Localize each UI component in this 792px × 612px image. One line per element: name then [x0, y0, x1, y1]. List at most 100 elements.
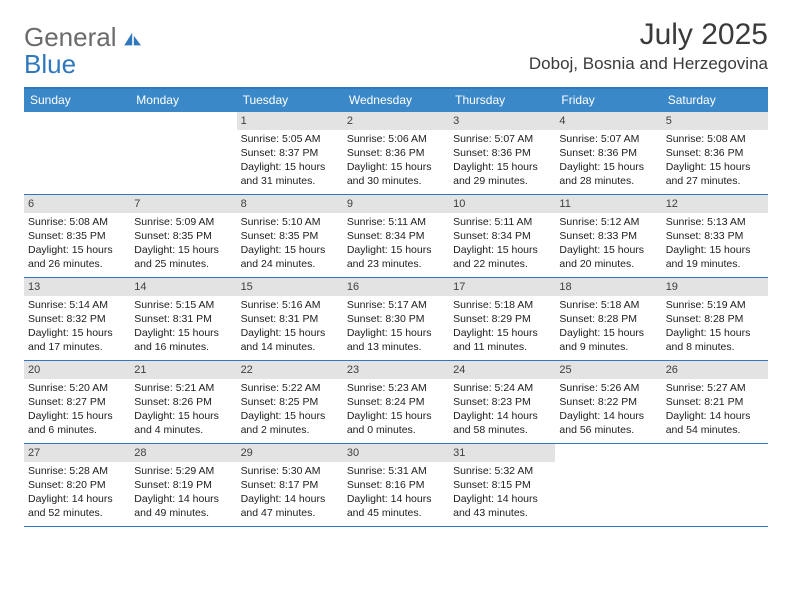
daylight-line: Daylight: 14 hours	[559, 410, 657, 424]
sunrise-line: Sunrise: 5:12 AM	[559, 216, 657, 230]
week-row: 20 Sunrise: 5:20 AMSunset: 8:27 PM Dayligh…	[24, 361, 768, 444]
day-number: 4	[555, 112, 661, 131]
sunrise-line: Sunrise: 5:18 AM	[453, 299, 551, 313]
day-cell: .	[555, 444, 661, 526]
daylight-line: Daylight: 15 hours	[241, 410, 339, 424]
day-number: 8	[237, 195, 343, 214]
daylight-line: Daylight: 14 hours	[666, 410, 764, 424]
daylight-line: and 8 minutes.	[666, 341, 764, 355]
day-number: 19	[662, 278, 768, 297]
sunrise-line: Sunrise: 5:20 AM	[28, 382, 126, 396]
title-block: July 2025 Doboj, Bosnia and Herzegovina	[529, 18, 768, 74]
brand-logo: GeneralBlue	[24, 22, 144, 79]
sunrise-line: Sunrise: 5:06 AM	[347, 133, 445, 147]
daylight-line: Daylight: 15 hours	[666, 244, 764, 258]
sunset-line: Sunset: 8:35 PM	[134, 230, 232, 244]
daylight-line: and 30 minutes.	[347, 175, 445, 189]
sunset-line: Sunset: 8:24 PM	[347, 396, 445, 410]
daylight-line: and 27 minutes.	[666, 175, 764, 189]
sunrise-line: Sunrise: 5:30 AM	[241, 465, 339, 479]
day-cell: 2Sunrise: 5:06 AMSunset: 8:36 PMDaylight…	[343, 112, 449, 194]
sunrise-line: Sunrise: 5:23 AM	[347, 382, 445, 396]
day-number: 2	[343, 112, 449, 131]
daylight-line: and 2 minutes.	[241, 424, 339, 438]
brand-part1: General	[24, 22, 117, 52]
sunrise-line: Sunrise: 5:05 AM	[241, 133, 339, 147]
day-number: 29	[237, 444, 343, 463]
daylight-line: Daylight: 14 hours	[453, 410, 551, 424]
day-number: 5	[662, 112, 768, 131]
daylight-line: Daylight: 14 hours	[28, 493, 126, 507]
day-cell: 24Sunrise: 5:24 AMSunset: 8:23 PMDayligh…	[449, 361, 555, 443]
sunrise-line: Sunrise: 5:17 AM	[347, 299, 445, 313]
daylight-line: and 28 minutes.	[559, 175, 657, 189]
sunrise-line: Sunrise: 5:11 AM	[453, 216, 551, 230]
day-cell: 4Sunrise: 5:07 AMSunset: 8:36 PMDaylight…	[555, 112, 661, 194]
day-number: 25	[555, 361, 661, 380]
day-cell: 11Sunrise: 5:12 AMSunset: 8:33 PMDayligh…	[555, 195, 661, 277]
sunrise-line: Sunrise: 5:32 AM	[453, 465, 551, 479]
day-number: 31	[449, 444, 555, 463]
sunrise-line: Sunrise: 5:24 AM	[453, 382, 551, 396]
daylight-line: Daylight: 15 hours	[28, 244, 126, 258]
day-number: 17	[449, 278, 555, 297]
day-cell: 13Sunrise: 5:14 AMSunset: 8:32 PMDayligh…	[24, 278, 130, 360]
day-cell: 9Sunrise: 5:11 AMSunset: 8:34 PMDaylight…	[343, 195, 449, 277]
daylight-line: Daylight: 14 hours	[347, 493, 445, 507]
sunset-line: Sunset: 8:29 PM	[453, 313, 551, 327]
weekday-header: Tuesday	[237, 89, 343, 112]
sunset-line: Sunset: 8:36 PM	[559, 147, 657, 161]
daylight-line: and 52 minutes.	[28, 507, 126, 521]
day-cell: 18Sunrise: 5:18 AMSunset: 8:28 PMDayligh…	[555, 278, 661, 360]
day-number: 7	[130, 195, 236, 214]
header: GeneralBlue July 2025 Doboj, Bosnia and …	[24, 18, 768, 79]
sunrise-line: Sunrise: 5:13 AM	[666, 216, 764, 230]
day-number: 13	[24, 278, 130, 297]
sunrise-line: Sunrise: 5:16 AM	[241, 299, 339, 313]
day-number: 12	[662, 195, 768, 214]
day-number: 20	[24, 361, 130, 380]
daylight-line: and 4 minutes.	[134, 424, 232, 438]
day-number: 15	[237, 278, 343, 297]
day-number: 26	[662, 361, 768, 380]
title-month: July 2025	[529, 18, 768, 52]
daylight-line: Daylight: 15 hours	[28, 327, 126, 341]
sunset-line: Sunset: 8:30 PM	[347, 313, 445, 327]
sunset-line: Sunset: 8:19 PM	[134, 479, 232, 493]
sunrise-line: Sunrise: 5:31 AM	[347, 465, 445, 479]
sunrise-line: Sunrise: 5:07 AM	[453, 133, 551, 147]
daylight-line: and 49 minutes.	[134, 507, 232, 521]
day-cell: 7Sunrise: 5:09 AMSunset: 8:35 PMDaylight…	[130, 195, 236, 277]
sunset-line: Sunset: 8:26 PM	[134, 396, 232, 410]
sunset-line: Sunset: 8:37 PM	[241, 147, 339, 161]
daylight-line: and 24 minutes.	[241, 258, 339, 272]
daylight-line: and 13 minutes.	[347, 341, 445, 355]
sunset-line: Sunset: 8:28 PM	[666, 313, 764, 327]
daylight-line: and 23 minutes.	[347, 258, 445, 272]
daylight-line: Daylight: 15 hours	[241, 244, 339, 258]
day-cell: 12Sunrise: 5:13 AMSunset: 8:33 PMDayligh…	[662, 195, 768, 277]
calendar: SundayMondayTuesdayWednesdayThursdayFrid…	[24, 87, 768, 527]
day-cell: 29Sunrise: 5:30 AMSunset: 8:17 PMDayligh…	[237, 444, 343, 526]
daylight-line: and 25 minutes.	[134, 258, 232, 272]
daylight-line: and 26 minutes.	[28, 258, 126, 272]
daylight-line: and 6 minutes.	[28, 424, 126, 438]
sunset-line: Sunset: 8:22 PM	[559, 396, 657, 410]
daylight-line: and 54 minutes.	[666, 424, 764, 438]
sunset-line: Sunset: 8:25 PM	[241, 396, 339, 410]
day-cell: 17Sunrise: 5:18 AMSunset: 8:29 PMDayligh…	[449, 278, 555, 360]
sunset-line: Sunset: 8:36 PM	[453, 147, 551, 161]
day-cell: 28Sunrise: 5:29 AMSunset: 8:19 PMDayligh…	[130, 444, 236, 526]
daylight-line: Daylight: 14 hours	[241, 493, 339, 507]
daylight-line: Daylight: 15 hours	[134, 410, 232, 424]
daylight-line: and 43 minutes.	[453, 507, 551, 521]
day-cell: 31Sunrise: 5:32 AMSunset: 8:15 PMDayligh…	[449, 444, 555, 526]
week-row: 27Sunrise: 5:28 AMSunset: 8:20 PMDayligh…	[24, 444, 768, 527]
sunrise-line: Sunrise: 5:07 AM	[559, 133, 657, 147]
sunset-line: Sunset: 8:27 PM	[28, 396, 126, 410]
daylight-line: Daylight: 15 hours	[347, 410, 445, 424]
day-cell: 14Sunrise: 5:15 AMSunset: 8:31 PMDayligh…	[130, 278, 236, 360]
daylight-line: and 14 minutes.	[241, 341, 339, 355]
day-number: 11	[555, 195, 661, 214]
daylight-line: and 58 minutes.	[453, 424, 551, 438]
